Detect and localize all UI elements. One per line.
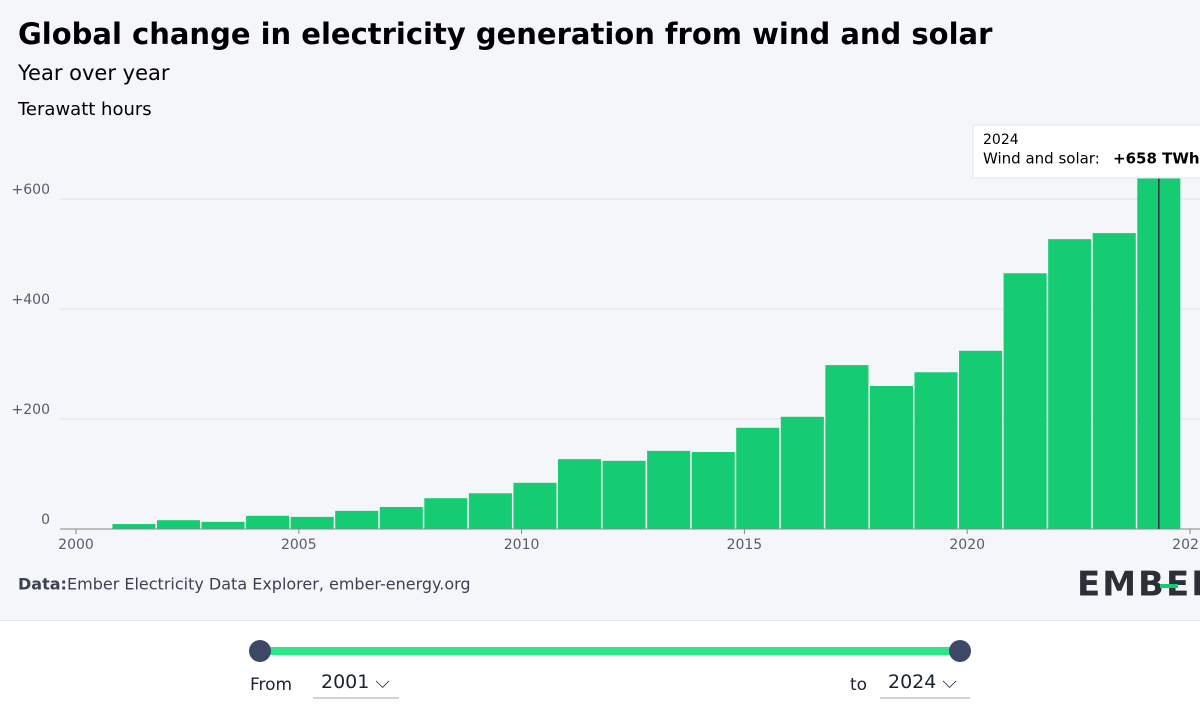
y-tick-label: +600 (12, 182, 50, 198)
y-tick-label: 0 (41, 512, 50, 528)
bar (602, 460, 646, 529)
controls-panel: From 2001 ⌵ to 2024 ⌵ (0, 620, 1200, 706)
source: Ember Electricity Data Explorer, ember-e… (67, 575, 471, 594)
bar (691, 452, 735, 529)
bar (246, 515, 290, 529)
tooltip-label: Wind and solar: (983, 150, 1100, 168)
bar (557, 459, 602, 529)
bar (736, 427, 780, 529)
bar (335, 510, 379, 529)
bar (468, 493, 512, 529)
from-dropdown[interactable]: 2001 ⌵ (313, 671, 399, 699)
tooltip-value: +658 TWh (1113, 150, 1200, 168)
bar (290, 516, 334, 529)
bar (379, 507, 423, 529)
y-tick-label: +400 (12, 292, 50, 308)
to-value: 2024 (888, 671, 937, 693)
x-tick-label: 2005 (281, 537, 317, 553)
y-axis-label: Terawatt hours (17, 99, 152, 120)
bar (112, 524, 156, 529)
slider-handle[interactable] (249, 640, 271, 662)
tooltip-box (972, 124, 1200, 179)
slider-handle[interactable] (949, 640, 971, 662)
tooltip-title: 2024 (983, 132, 1019, 148)
chart: Global change in electricity generation … (12, 17, 1200, 605)
bar (513, 482, 557, 529)
x-tick-label: 2000 (58, 537, 94, 553)
y-tick-label: +200 (12, 402, 50, 418)
bar (201, 521, 245, 529)
chart-subtitle: Year over year (17, 61, 170, 85)
bar (1003, 273, 1047, 529)
bar (959, 350, 1003, 529)
bar (1092, 233, 1136, 529)
bar (914, 372, 958, 529)
plot-area: 0 +200 +400 +600 2000 2005 2010 2015 2020 2025 (12, 167, 1200, 553)
x-tick-label: 2015 (727, 537, 763, 553)
to-label: to (850, 675, 868, 695)
bar (424, 498, 468, 529)
source-label: Data: (18, 575, 67, 594)
bar (869, 386, 913, 529)
from-label: From (250, 675, 293, 695)
slider (249, 640, 971, 662)
logo: EMBER (1077, 565, 1200, 605)
x-tick-label: 2020 (949, 537, 985, 553)
bar (1048, 239, 1092, 529)
x-tick-label: 2010 (504, 537, 540, 553)
logo-accent (1160, 584, 1178, 588)
bar (156, 520, 201, 529)
from-value: 2001 (321, 671, 370, 693)
bar (780, 416, 824, 529)
chart-title: Global change in electricity generation … (18, 17, 993, 51)
bar (825, 365, 869, 529)
x-tick-label: 2025 (1172, 537, 1200, 553)
to-dropdown[interactable]: 2024 ⌵ (880, 671, 970, 699)
bar (647, 450, 691, 529)
